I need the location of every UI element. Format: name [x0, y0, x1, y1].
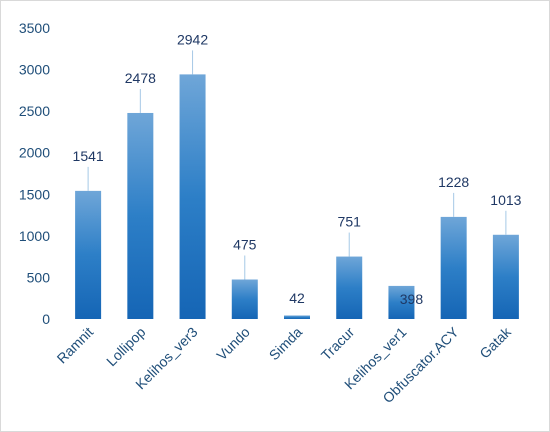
- data-label: 1541: [73, 148, 104, 164]
- x-tick-label: Gatak: [476, 323, 514, 361]
- bar: [179, 74, 206, 320]
- data-label: 42: [289, 290, 305, 306]
- y-tick-label: 1500: [19, 186, 50, 202]
- x-tick-label: Ramnit: [54, 324, 97, 367]
- bar: [492, 234, 519, 319]
- x-tick-label: Simda: [266, 324, 306, 364]
- y-tick-label: 2000: [19, 145, 50, 161]
- bar: [284, 315, 310, 319]
- y-axis: 0 500 1000 1500 2000 2500 3000 3500: [19, 20, 50, 327]
- bar: [127, 112, 154, 319]
- data-label: 1228: [438, 174, 469, 190]
- data-labels: 1541 2478 2942 475 42 751 398 1228 1013: [73, 31, 522, 307]
- y-tick-label: 3000: [19, 62, 50, 78]
- y-tick-label: 500: [27, 269, 51, 285]
- x-tick-label: Vundo: [213, 324, 253, 364]
- bar: [336, 256, 363, 319]
- x-tick-label: Lollipop: [103, 324, 149, 370]
- y-tick-label: 2500: [19, 103, 50, 119]
- bar: [231, 279, 258, 319]
- bar: [388, 285, 415, 319]
- data-label: 1013: [490, 192, 521, 208]
- data-label: 475: [233, 237, 257, 253]
- y-tick-label: 0: [42, 311, 50, 327]
- bar: [75, 190, 102, 319]
- bars: [75, 74, 519, 320]
- data-label: 2478: [125, 70, 156, 86]
- data-label: 2942: [177, 31, 208, 47]
- y-tick-label: 1000: [19, 228, 50, 244]
- data-label: 398: [400, 291, 424, 307]
- data-label: 751: [338, 214, 362, 230]
- data-label-leaders: [87, 50, 507, 280]
- y-tick-label: 3500: [19, 20, 50, 36]
- x-tick-label: Tracur: [318, 324, 358, 364]
- bar: [440, 216, 467, 319]
